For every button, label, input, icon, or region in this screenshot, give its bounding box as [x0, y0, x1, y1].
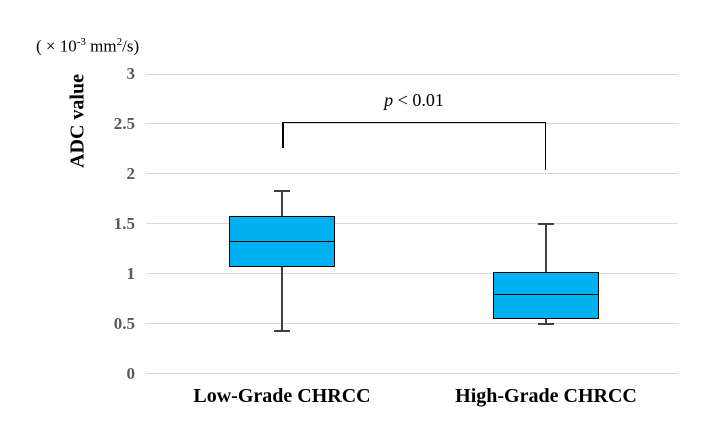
gridline [146, 223, 678, 225]
y-tick-label: 1 [126, 263, 136, 283]
whisker-lower-low-grade-chrcc [281, 266, 283, 331]
whisker-upper-low-grade-chrcc [281, 190, 283, 216]
gridline [146, 323, 678, 325]
unit-text: ( × 10 [36, 36, 77, 56]
significance-p-symbol: p [384, 90, 394, 110]
whisker-cap-upper-low-grade-chrcc [274, 189, 290, 192]
x-category-label-low-grade-chrcc: Low-Grade CHRCC [193, 385, 371, 407]
y-tick-label: 2 [126, 163, 136, 183]
y-tick-label: 2.5 [113, 113, 135, 133]
unit-superscript-exponent: -3 [76, 36, 86, 48]
significance-label: p < 0.01 [384, 90, 444, 111]
y-tick-label: 0 [126, 363, 136, 383]
median-line-high-grade-chrcc [493, 293, 599, 296]
unit-text: /s) [122, 36, 140, 56]
whisker-cap-lower-high-grade-chrcc [538, 322, 554, 325]
y-tick-label: 1.5 [113, 213, 135, 233]
whisker-lower-high-grade-chrcc [545, 318, 547, 324]
significance-bracket-left [282, 121, 284, 148]
gridline [146, 123, 678, 125]
y-tick-label: 3 [126, 64, 136, 83]
significance-bracket-top [282, 121, 546, 124]
y-tick-label: 0.5 [113, 313, 135, 333]
y-axis-unit-label: ( × 10-3 mm2/s) [36, 36, 139, 57]
whisker-cap-lower-low-grade-chrcc [274, 329, 290, 332]
x-category-label-high-grade-chrcc: High-Grade CHRCC [455, 385, 637, 407]
gridline [146, 373, 678, 374]
whisker-upper-high-grade-chrcc [545, 223, 547, 272]
unit-superscript-squared: 2 [116, 36, 123, 48]
gridline [146, 173, 678, 175]
significance-value: < 0.01 [393, 90, 444, 110]
median-line-low-grade-chrcc [229, 240, 335, 243]
whisker-cap-upper-high-grade-chrcc [538, 222, 554, 225]
unit-text: mm [85, 36, 117, 56]
significance-bracket-right [544, 121, 546, 170]
gridline [146, 73, 678, 75]
gridline [146, 273, 678, 275]
